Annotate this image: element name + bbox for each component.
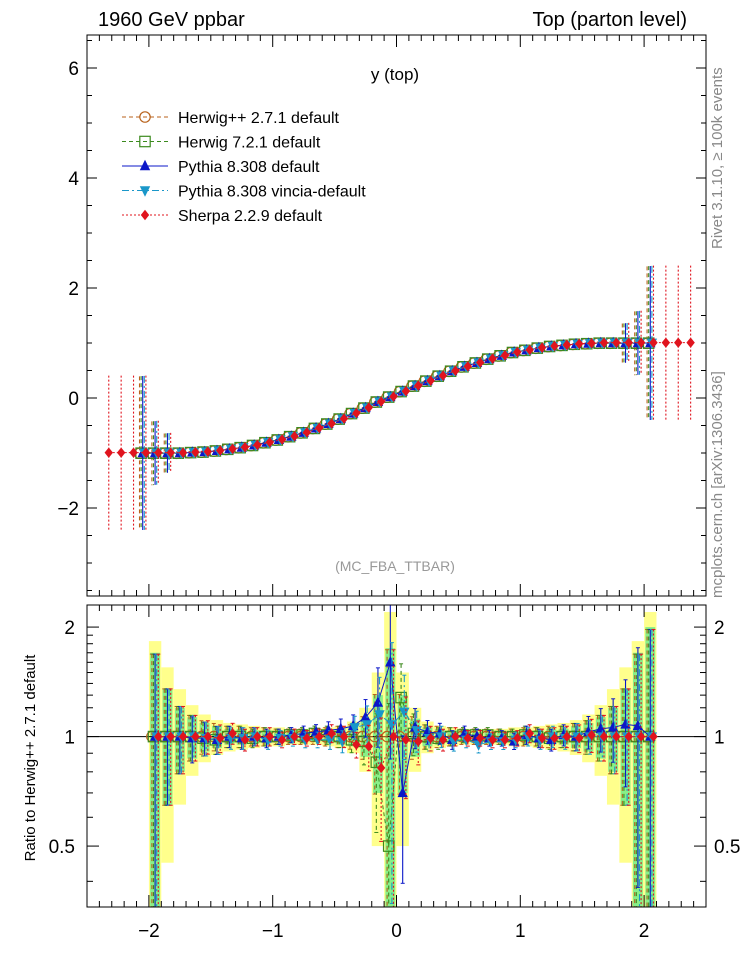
legend-entry: Pythia 8.308 vincia-default bbox=[122, 184, 366, 201]
y-tick-label-right: 2 bbox=[714, 618, 725, 639]
legend-label: Sherpa 2.2.9 default bbox=[178, 208, 323, 225]
legend: Herwig++ 2.7.1 default Herwig 7.2.1 defau… bbox=[122, 110, 366, 225]
data-point bbox=[105, 447, 113, 457]
series-3 bbox=[139, 266, 657, 530]
legend-marker bbox=[140, 186, 150, 196]
y-tick-label: −2 bbox=[57, 499, 79, 520]
data-point bbox=[686, 337, 694, 347]
header-left: 1960 GeV ppbar bbox=[98, 9, 245, 31]
legend-entry: Herwig++ 2.7.1 default bbox=[122, 110, 340, 127]
y-tick-label: 6 bbox=[68, 59, 79, 80]
legend-marker bbox=[141, 210, 149, 220]
header-right: Top (parton level) bbox=[532, 9, 687, 31]
x-tick-label: 2 bbox=[639, 921, 650, 942]
legend-marker bbox=[140, 160, 150, 170]
legend-entry: Herwig 7.2.1 default bbox=[122, 135, 321, 152]
data-point bbox=[117, 447, 125, 457]
y-tick-label: 1 bbox=[64, 728, 75, 749]
rivet-label: Rivet 3.1.10, ≥ 100k events bbox=[709, 67, 726, 249]
series-line bbox=[109, 343, 691, 453]
series-4 bbox=[105, 266, 695, 530]
analysis-annotation: (MC_FBA_TTBAR) bbox=[335, 558, 455, 574]
y-tick-label: 2 bbox=[68, 279, 79, 300]
x-tick-label: −1 bbox=[262, 921, 284, 942]
main-title: y (top) bbox=[371, 65, 419, 84]
data-point bbox=[662, 337, 670, 347]
y-tick-label-right: 0.5 bbox=[714, 837, 740, 858]
y-tick-label: 0.5 bbox=[49, 837, 75, 858]
x-tick-label: 0 bbox=[391, 921, 402, 942]
x-tick-label: −2 bbox=[138, 921, 160, 942]
legend-label: Herwig++ 2.7.1 default bbox=[178, 110, 340, 127]
data-point bbox=[674, 337, 682, 347]
series-line bbox=[144, 343, 652, 453]
main-plot-area bbox=[105, 266, 695, 531]
legend-entry: Pythia 8.308 default bbox=[122, 159, 320, 176]
legend-label: Pythia 8.308 default bbox=[178, 159, 320, 176]
y-tick-label: 4 bbox=[68, 169, 79, 190]
main-plot: y (top) (MC_FBA_TTBAR) −2 0 2 4 6 bbox=[57, 35, 706, 596]
y-tick-label: 2 bbox=[64, 618, 75, 639]
legend-label: Pythia 8.308 vincia-default bbox=[178, 184, 366, 201]
mcplots-label: mcplots.cern.ch [arXiv:1306.3436] bbox=[709, 371, 726, 598]
y-tick-label: 0 bbox=[68, 389, 79, 410]
legend-label: Herwig 7.2.1 default bbox=[178, 135, 321, 152]
ratio-plot: Ratio to Herwig++ 2.7.1 default 0.5 0.5 1 1… bbox=[22, 603, 740, 972]
ratio-ylabel: Ratio to Herwig++ 2.7.1 default bbox=[22, 654, 39, 862]
ratio-series-2 bbox=[150, 603, 656, 927]
chart-canvas: 1960 GeV ppbar Top (parton level) Rivet … bbox=[0, 0, 746, 972]
ratio-plot-area bbox=[87, 603, 706, 972]
legend-entry: Sherpa 2.2.9 default bbox=[122, 208, 323, 225]
x-tick-label: 1 bbox=[515, 921, 526, 942]
y-tick-label-right: 1 bbox=[714, 728, 725, 749]
